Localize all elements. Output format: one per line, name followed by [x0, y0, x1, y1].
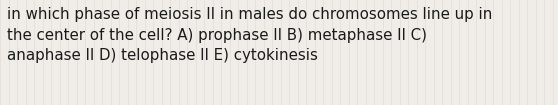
Text: in which phase of meiosis II in males do chromosomes line up in
the center of th: in which phase of meiosis II in males do…	[7, 7, 492, 63]
